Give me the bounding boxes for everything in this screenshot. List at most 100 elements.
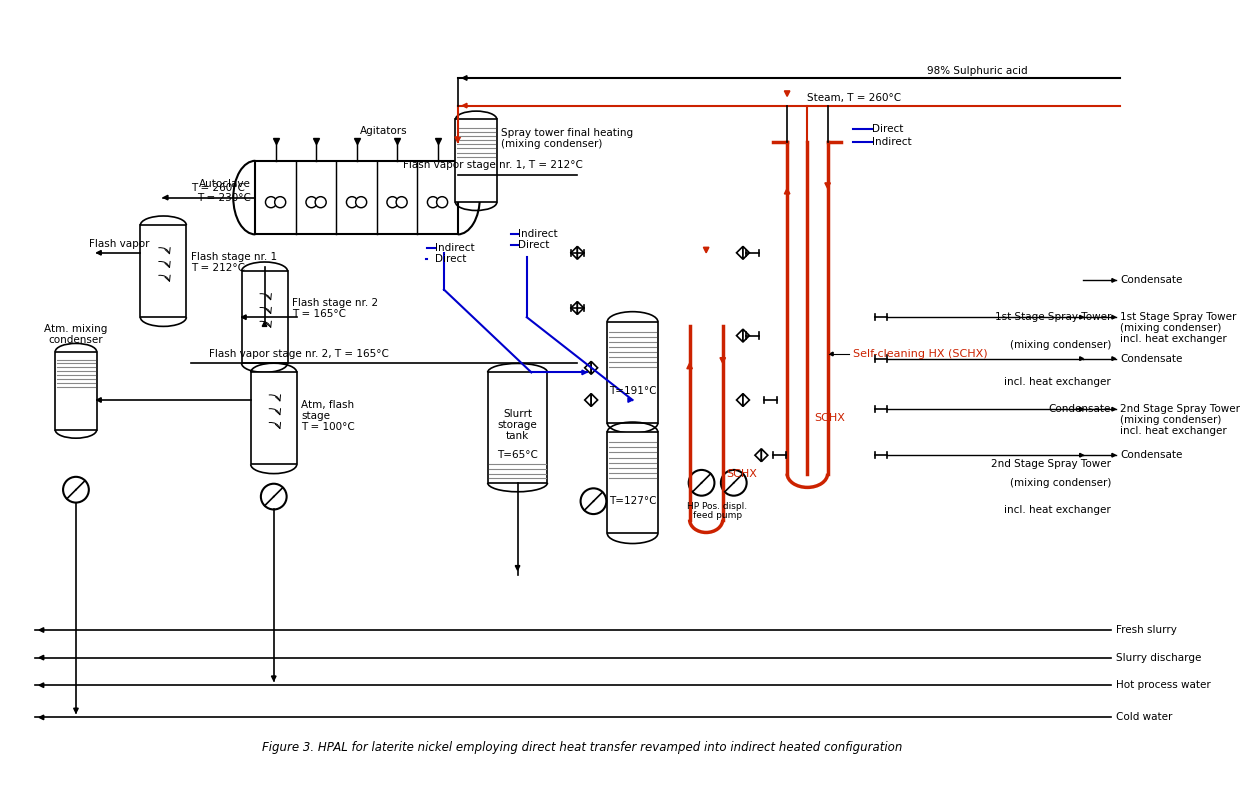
Text: T=127°C: T=127°C	[609, 496, 656, 506]
Polygon shape	[462, 103, 468, 108]
Circle shape	[388, 197, 398, 208]
Polygon shape	[736, 246, 742, 259]
Polygon shape	[825, 183, 830, 188]
Polygon shape	[39, 628, 44, 632]
Text: Autoclave: Autoclave	[199, 178, 251, 189]
Polygon shape	[515, 566, 520, 570]
Polygon shape	[736, 329, 742, 342]
Polygon shape	[742, 394, 750, 406]
Text: Spray tower final heating: Spray tower final heating	[501, 128, 634, 138]
Polygon shape	[784, 188, 790, 194]
Bar	[255, 161, 458, 234]
Polygon shape	[1112, 407, 1115, 411]
Circle shape	[436, 197, 447, 208]
Circle shape	[580, 488, 606, 514]
Text: Condensate: Condensate	[1120, 275, 1182, 286]
Polygon shape	[1112, 315, 1115, 319]
Text: Condensate: Condensate	[1049, 404, 1111, 414]
Text: Flash stage nr. 2: Flash stage nr. 2	[292, 298, 379, 308]
Text: tank: tank	[506, 431, 529, 441]
Bar	[608, 322, 658, 423]
Text: storage: storage	[498, 420, 538, 430]
Text: HP Pos. displ.: HP Pos. displ.	[688, 502, 747, 511]
Text: Slurrt: Slurrt	[503, 409, 532, 419]
Text: SCHX: SCHX	[726, 469, 758, 478]
Text: Direct: Direct	[518, 241, 549, 250]
Polygon shape	[241, 315, 246, 319]
Text: Flash stage nr. 1: Flash stage nr. 1	[191, 252, 278, 262]
Text: Self-cleaning HX (SCHX): Self-cleaning HX (SCHX)	[854, 349, 988, 359]
Text: Flash vapor stage nr. 1, T = 212°C: Flash vapor stage nr. 1, T = 212°C	[402, 160, 582, 170]
Polygon shape	[1112, 278, 1115, 282]
Polygon shape	[39, 655, 44, 660]
Polygon shape	[830, 352, 834, 356]
Text: Indirect: Indirect	[871, 138, 911, 147]
Text: Condensate: Condensate	[1120, 354, 1182, 363]
Polygon shape	[1080, 407, 1084, 411]
Bar	[140, 225, 186, 317]
Text: incl. heat exchanger: incl. heat exchanger	[1004, 377, 1111, 386]
Polygon shape	[578, 302, 584, 314]
Circle shape	[306, 197, 318, 208]
Polygon shape	[686, 363, 692, 369]
Polygon shape	[578, 246, 584, 259]
Bar	[455, 119, 496, 202]
Text: Cold water: Cold water	[1115, 713, 1172, 722]
Bar	[251, 372, 296, 465]
Text: 2nd Stage Spray Tower: 2nd Stage Spray Tower	[1120, 404, 1240, 414]
Text: Figure 3. HPAL for laterite nickel employing direct heat transfer revamped into : Figure 3. HPAL for laterite nickel emplo…	[261, 742, 902, 754]
Polygon shape	[1080, 454, 1084, 457]
Bar	[608, 432, 658, 534]
Text: Condensate: Condensate	[1120, 450, 1182, 460]
Polygon shape	[742, 329, 750, 342]
Polygon shape	[271, 676, 276, 681]
Polygon shape	[39, 715, 44, 720]
Text: Flash vapor: Flash vapor	[90, 238, 150, 249]
Polygon shape	[455, 137, 460, 142]
Circle shape	[261, 484, 286, 510]
Polygon shape	[1112, 357, 1115, 361]
Polygon shape	[571, 246, 578, 259]
Text: Fresh slurry: Fresh slurry	[1115, 625, 1176, 635]
Bar	[55, 352, 96, 430]
Circle shape	[721, 470, 746, 496]
Polygon shape	[736, 394, 742, 406]
Polygon shape	[585, 394, 591, 406]
Polygon shape	[704, 247, 709, 253]
Text: T = 212°C: T = 212°C	[191, 263, 245, 274]
Circle shape	[356, 197, 366, 208]
Polygon shape	[755, 449, 761, 462]
Text: T=65°C: T=65°C	[498, 450, 538, 460]
Circle shape	[396, 197, 408, 208]
Polygon shape	[591, 394, 598, 406]
Text: stage: stage	[301, 410, 330, 421]
Polygon shape	[591, 362, 598, 374]
Polygon shape	[585, 362, 591, 374]
Text: incl. heat exchanger: incl. heat exchanger	[1120, 426, 1228, 436]
Text: incl. heat exchanger: incl. heat exchanger	[1004, 506, 1111, 515]
Polygon shape	[761, 449, 768, 462]
Circle shape	[275, 197, 286, 208]
Polygon shape	[571, 302, 578, 314]
Text: 2nd Stage Spray Tower: 2nd Stage Spray Tower	[991, 459, 1111, 470]
Polygon shape	[582, 370, 586, 374]
Text: 1st Stage Spray Tower: 1st Stage Spray Tower	[995, 312, 1111, 322]
Text: (mixing condenser): (mixing condenser)	[1120, 415, 1221, 426]
Text: (mixing condenser): (mixing condenser)	[501, 139, 602, 150]
Text: Hot process water: Hot process water	[1115, 680, 1210, 690]
Polygon shape	[784, 91, 790, 96]
Circle shape	[62, 477, 89, 502]
Bar	[488, 372, 548, 483]
Polygon shape	[39, 683, 44, 687]
Bar	[241, 271, 288, 363]
Text: Direct: Direct	[871, 123, 904, 134]
Text: incl. heat exchanger: incl. heat exchanger	[1120, 334, 1228, 344]
Text: T = 260°C: T = 260°C	[191, 183, 245, 194]
Polygon shape	[462, 76, 468, 80]
Text: Flash vapor stage nr. 2, T = 165°C: Flash vapor stage nr. 2, T = 165°C	[209, 349, 389, 359]
Polygon shape	[1080, 315, 1084, 319]
Text: feed pump: feed pump	[693, 511, 741, 521]
Polygon shape	[1080, 357, 1084, 361]
Text: 98% Sulphuric acid: 98% Sulphuric acid	[928, 66, 1028, 76]
Polygon shape	[1112, 454, 1115, 457]
